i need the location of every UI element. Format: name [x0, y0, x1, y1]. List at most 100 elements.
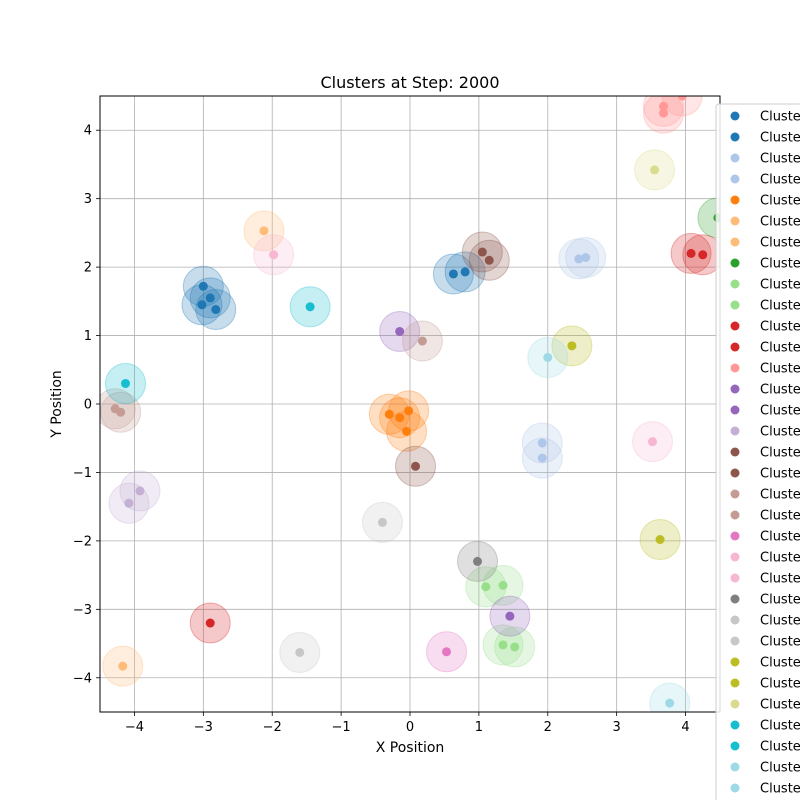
- cluster-points: [110, 96, 720, 708]
- legend: Cluste Cluste Cluste Cluste Cluste Cluste Clus…: [715, 103, 800, 800]
- cluster-point: [384, 409, 394, 419]
- x-axis-label: X Position: [376, 740, 445, 756]
- legend-marker: [730, 636, 740, 646]
- cluster-point: [417, 336, 427, 346]
- cluster-point: [295, 647, 305, 657]
- legend-label: Cluste: [760, 530, 800, 545]
- cluster-point: [686, 248, 696, 258]
- legend-label: Cluste: [760, 656, 800, 671]
- legend-label: Cluste: [760, 320, 800, 335]
- legend-marker: [730, 342, 740, 352]
- legend-marker: [730, 153, 740, 163]
- y-tick-label: −4: [73, 671, 92, 686]
- legend-marker: [730, 216, 740, 226]
- x-tick-label: −2: [263, 720, 282, 735]
- x-tick-label: −4: [125, 720, 144, 735]
- cluster-point: [135, 486, 145, 496]
- legend-box: [715, 103, 800, 800]
- legend-marker: [730, 531, 740, 541]
- legend-marker: [730, 573, 740, 583]
- cluster-point: [537, 453, 547, 463]
- legend-label: Cluste: [760, 152, 800, 167]
- legend-marker: [730, 195, 740, 205]
- cluster-point: [205, 618, 215, 628]
- legend-label: Cluste: [760, 593, 800, 608]
- legend-label: Cluste: [760, 467, 800, 482]
- cluster-point: [211, 305, 221, 315]
- cluster-point: [677, 96, 687, 101]
- legend-label: Cluste: [760, 173, 800, 188]
- legend-marker: [730, 762, 740, 772]
- legend-label: Cluste: [760, 677, 800, 692]
- cluster-halo: [649, 682, 691, 712]
- legend-label: Cluste: [760, 341, 800, 356]
- legend-marker: [730, 594, 740, 604]
- legend-label: Cluste: [760, 278, 800, 293]
- y-tick-label: −1: [73, 466, 92, 481]
- cluster-point: [484, 255, 494, 265]
- y-tick-label: −3: [73, 603, 92, 618]
- legend-label: Cluste: [760, 572, 800, 587]
- y-tick-label: −2: [73, 534, 92, 549]
- legend-label: Cluste: [760, 446, 800, 461]
- chart-title: Clusters at Step: 2000: [321, 73, 500, 92]
- x-tick-label: 0: [406, 720, 414, 735]
- cluster-point: [395, 326, 405, 336]
- legend-label: Cluste: [760, 383, 800, 398]
- cluster-point: [377, 517, 387, 527]
- x-tick-label: 3: [613, 720, 621, 735]
- legend-marker: [730, 237, 740, 247]
- cluster-halo: [661, 96, 703, 117]
- cluster-point: [477, 247, 487, 257]
- legend-label: Cluste: [760, 509, 800, 524]
- legend-label: Cluste: [760, 257, 800, 272]
- legend-marker: [730, 510, 740, 520]
- cluster-point: [543, 352, 553, 362]
- cluster-point: [305, 302, 315, 312]
- cluster-point: [395, 413, 405, 423]
- legend-marker: [730, 111, 740, 121]
- legend-label: Cluste: [760, 740, 800, 755]
- cluster-point: [269, 250, 279, 260]
- legend-marker: [730, 363, 740, 373]
- x-tick-label: −1: [332, 720, 351, 735]
- cluster-point: [411, 461, 421, 471]
- x-tick-label: −3: [194, 720, 213, 735]
- cluster-point: [404, 406, 414, 416]
- legend-marker: [730, 468, 740, 478]
- cluster-point: [460, 267, 470, 277]
- legend-marker: [730, 657, 740, 667]
- legend-marker: [730, 447, 740, 457]
- cluster-point: [448, 269, 458, 279]
- legend-marker: [730, 783, 740, 793]
- x-tick-label: 2: [544, 720, 552, 735]
- legend-marker: [730, 258, 740, 268]
- legend-marker: [730, 741, 740, 751]
- axis-ticks: −4 −3 −2 −1 0 1 2 3 4 −4 −3 −2 −1 0 1 2 3 4: [73, 124, 690, 735]
- cluster-point: [498, 580, 508, 590]
- legend-label: Cluste: [760, 299, 800, 314]
- legend-marker: [730, 132, 740, 142]
- legend-marker: [730, 321, 740, 331]
- y-tick-label: 1: [84, 329, 92, 344]
- cluster-point: [442, 647, 452, 657]
- legend-marker: [730, 279, 740, 289]
- cluster-point: [647, 437, 657, 447]
- legend-label: Cluste: [760, 551, 800, 566]
- cluster-point: [481, 582, 491, 592]
- legend-marker: [730, 720, 740, 730]
- legend-label: Cluste: [760, 614, 800, 629]
- cluster-point: [659, 101, 669, 111]
- cluster-point: [659, 108, 669, 118]
- legend-label: Cluste: [760, 110, 800, 125]
- legend-label: Cluste: [760, 236, 800, 251]
- cluster-point: [574, 254, 584, 264]
- cluster-point: [655, 535, 665, 545]
- y-tick-label: 2: [84, 261, 92, 276]
- legend-marker: [730, 174, 740, 184]
- legend-label: Cluste: [760, 362, 800, 377]
- legend-marker: [730, 678, 740, 688]
- cluster-point: [120, 378, 130, 388]
- cluster-point: [537, 438, 547, 448]
